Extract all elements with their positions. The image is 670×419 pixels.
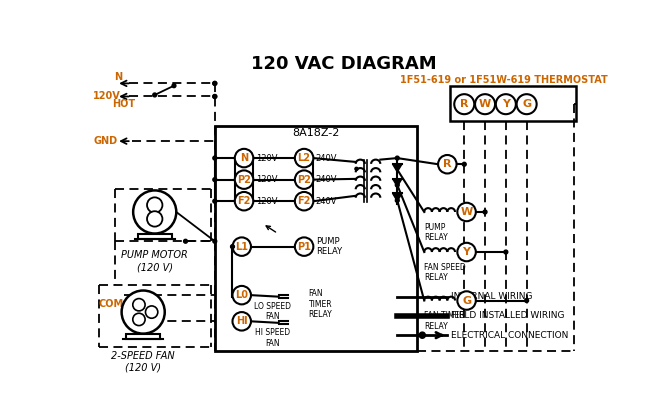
Polygon shape bbox=[393, 194, 402, 201]
Text: LO SPEED
FAN: LO SPEED FAN bbox=[254, 302, 291, 321]
Text: PUMP
RELAY: PUMP RELAY bbox=[316, 237, 342, 256]
Text: PUMP MOTOR
(120 V): PUMP MOTOR (120 V) bbox=[121, 251, 188, 272]
Circle shape bbox=[213, 81, 216, 85]
Text: FAN SPEED
RELAY: FAN SPEED RELAY bbox=[424, 263, 466, 282]
Circle shape bbox=[145, 306, 158, 318]
Text: N: N bbox=[240, 153, 248, 163]
Circle shape bbox=[172, 84, 176, 88]
Text: L1: L1 bbox=[235, 242, 249, 252]
Circle shape bbox=[213, 95, 216, 98]
Bar bbox=[126, 334, 160, 339]
Circle shape bbox=[122, 290, 165, 334]
Circle shape bbox=[295, 149, 314, 167]
Text: FAN
TIMER
RELAY: FAN TIMER RELAY bbox=[309, 290, 332, 319]
Circle shape bbox=[504, 250, 508, 254]
Text: Y: Y bbox=[502, 99, 510, 109]
Bar bbox=[215, 126, 417, 351]
Circle shape bbox=[213, 156, 216, 160]
Circle shape bbox=[213, 239, 216, 243]
Text: R: R bbox=[443, 159, 452, 169]
Circle shape bbox=[133, 299, 145, 311]
Circle shape bbox=[496, 94, 516, 114]
Circle shape bbox=[232, 238, 251, 256]
Circle shape bbox=[232, 286, 251, 304]
Text: P1: P1 bbox=[297, 242, 311, 252]
Text: 120V: 120V bbox=[93, 91, 121, 101]
Text: GND: GND bbox=[93, 136, 117, 146]
Circle shape bbox=[234, 171, 253, 189]
Text: P2: P2 bbox=[237, 175, 251, 185]
Text: INTERNAL WIRING: INTERNAL WIRING bbox=[451, 292, 533, 301]
Text: 240V: 240V bbox=[316, 175, 337, 184]
Circle shape bbox=[230, 245, 234, 248]
Text: PUMP
RELAY: PUMP RELAY bbox=[424, 223, 448, 242]
Polygon shape bbox=[393, 179, 402, 186]
Circle shape bbox=[475, 94, 495, 114]
Text: FIELD INSTALLED WIRING: FIELD INSTALLED WIRING bbox=[451, 311, 565, 321]
Text: 240V: 240V bbox=[316, 154, 337, 163]
Circle shape bbox=[483, 210, 487, 214]
Text: 120V: 120V bbox=[255, 154, 277, 163]
Bar bbox=[138, 233, 172, 239]
Circle shape bbox=[295, 192, 314, 210]
Circle shape bbox=[517, 94, 537, 114]
Circle shape bbox=[395, 183, 399, 187]
Circle shape bbox=[454, 94, 474, 114]
Text: ELECTRICAL CONNECTION: ELECTRICAL CONNECTION bbox=[451, 331, 569, 340]
Text: 2-SPEED FAN
(120 V): 2-SPEED FAN (120 V) bbox=[111, 351, 175, 372]
Circle shape bbox=[147, 211, 162, 227]
Text: 120V: 120V bbox=[255, 197, 277, 206]
Text: HI: HI bbox=[236, 316, 247, 326]
Circle shape bbox=[525, 299, 529, 303]
Circle shape bbox=[462, 162, 466, 166]
Circle shape bbox=[147, 197, 162, 213]
Text: 1F51-619 or 1F51W-619 THERMOSTAT: 1F51-619 or 1F51W-619 THERMOSTAT bbox=[400, 75, 608, 85]
Text: W: W bbox=[479, 99, 491, 109]
Circle shape bbox=[355, 167, 358, 171]
Text: L2: L2 bbox=[297, 153, 311, 163]
Circle shape bbox=[213, 199, 216, 203]
Text: W: W bbox=[460, 207, 473, 217]
Circle shape bbox=[438, 155, 456, 173]
Circle shape bbox=[395, 199, 399, 202]
Circle shape bbox=[213, 95, 216, 98]
Text: G: G bbox=[462, 295, 471, 305]
Polygon shape bbox=[393, 164, 402, 172]
Circle shape bbox=[458, 203, 476, 221]
Circle shape bbox=[153, 93, 157, 97]
Circle shape bbox=[234, 192, 253, 210]
Circle shape bbox=[295, 171, 314, 189]
Text: FAN TIMER
RELAY: FAN TIMER RELAY bbox=[424, 311, 465, 331]
Text: HOT: HOT bbox=[113, 99, 135, 109]
Circle shape bbox=[419, 332, 425, 338]
Circle shape bbox=[458, 243, 476, 261]
Text: 8A18Z-2: 8A18Z-2 bbox=[293, 128, 340, 138]
Text: Y: Y bbox=[462, 247, 470, 257]
Text: G: G bbox=[522, 99, 531, 109]
Circle shape bbox=[232, 312, 251, 331]
Circle shape bbox=[133, 190, 176, 233]
Text: 120 VAC DIAGRAM: 120 VAC DIAGRAM bbox=[251, 55, 436, 73]
Text: 120V: 120V bbox=[255, 175, 277, 184]
Text: 240V: 240V bbox=[316, 197, 337, 206]
Bar bbox=[450, 86, 576, 121]
Text: F2: F2 bbox=[297, 196, 311, 206]
Circle shape bbox=[295, 238, 314, 256]
Circle shape bbox=[133, 313, 145, 326]
Text: N: N bbox=[115, 72, 123, 82]
Circle shape bbox=[234, 149, 253, 167]
Text: HI: HI bbox=[147, 317, 157, 326]
Text: COM: COM bbox=[98, 300, 124, 309]
Text: R: R bbox=[460, 99, 468, 109]
Circle shape bbox=[213, 178, 216, 181]
Text: HI SPEED
FAN: HI SPEED FAN bbox=[255, 328, 290, 348]
Circle shape bbox=[458, 291, 476, 310]
Circle shape bbox=[213, 81, 216, 85]
Circle shape bbox=[184, 239, 188, 243]
Text: P2: P2 bbox=[297, 175, 311, 185]
Text: L0: L0 bbox=[235, 290, 249, 300]
Text: F2: F2 bbox=[237, 196, 251, 206]
Text: LO: LO bbox=[129, 317, 139, 326]
Circle shape bbox=[395, 156, 399, 160]
